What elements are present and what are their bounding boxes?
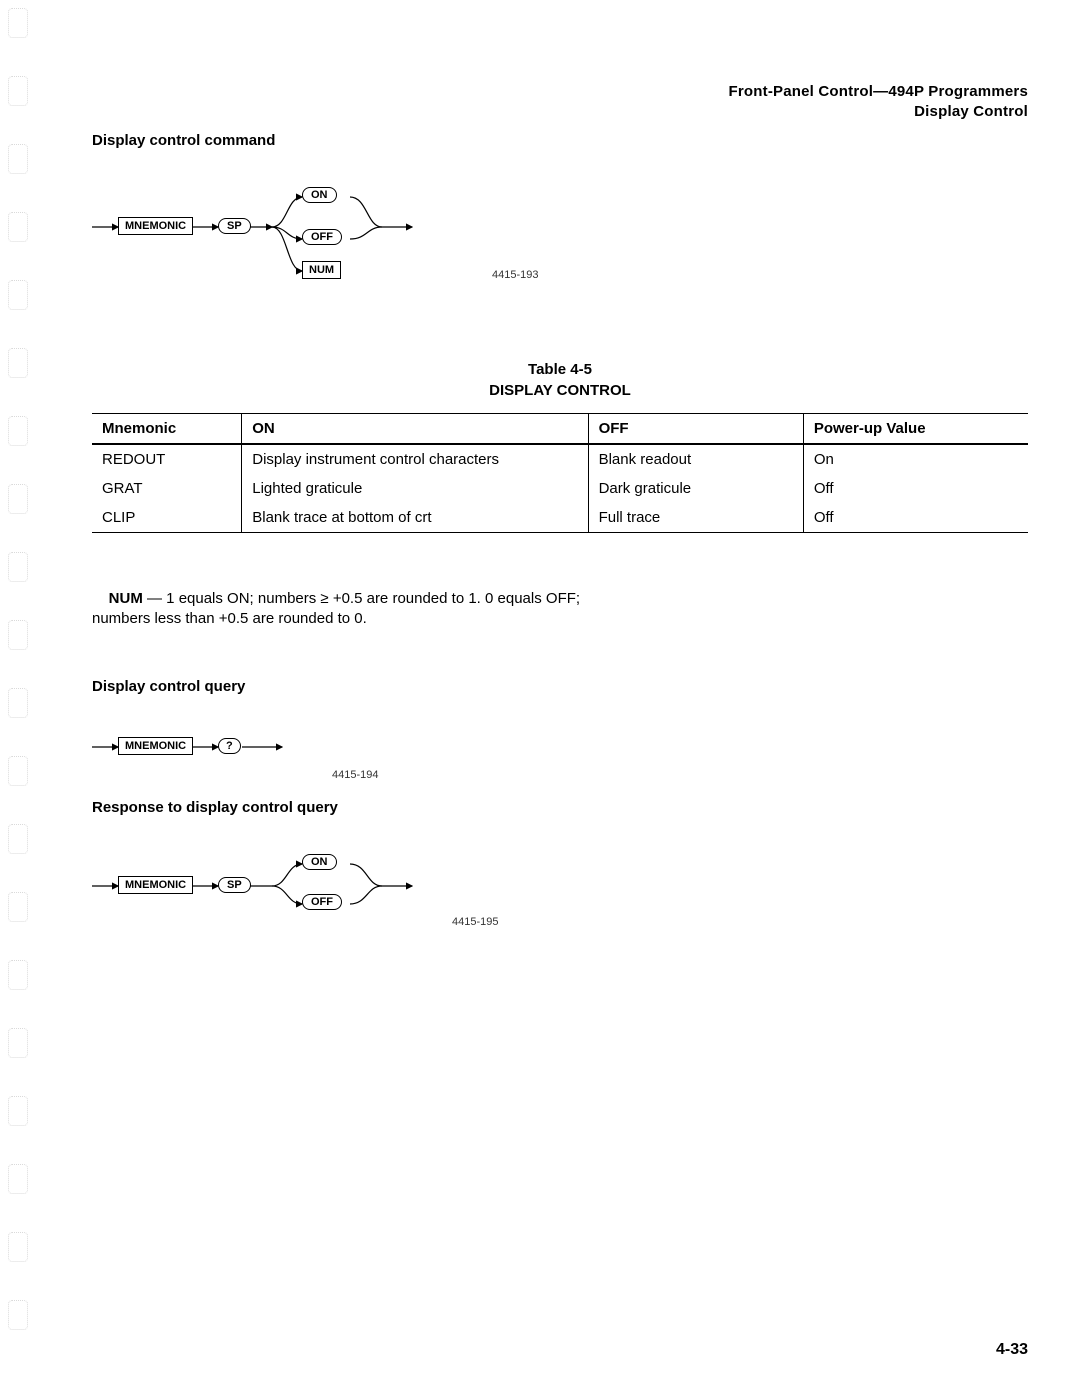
- th-mnemonic: Mnemonic: [92, 414, 242, 445]
- num-label: NUM: [109, 590, 143, 607]
- page-header: Front-Panel Control—494P Programmers Dis…: [729, 82, 1029, 121]
- num-text: — 1 equals ON; numbers ≥ +0.5 are rounde…: [92, 590, 580, 627]
- syntax-diagram-query: MNEMONIC ? 4415-194: [92, 725, 442, 785]
- syntax-diagram-command: MNEMONIC SP ON OFF NUM 4415-193: [92, 179, 612, 299]
- syntax-diagram-response: MNEMONIC SP ON OFF 4415-195: [92, 846, 612, 936]
- question-node: ?: [218, 738, 241, 754]
- table-row: CLIP Blank trace at bottom of crt Full t…: [92, 503, 1028, 533]
- num-node: NUM: [302, 261, 341, 279]
- cell: Full trace: [588, 503, 803, 533]
- page-number: 4-33: [996, 1341, 1028, 1359]
- figure-number: 4415-193: [492, 269, 539, 281]
- section-title-query: Display control query: [92, 678, 1028, 695]
- cell: REDOUT: [92, 444, 242, 474]
- cell: GRAT: [92, 474, 242, 503]
- page-content: Front-Panel Control—494P Programmers Dis…: [92, 82, 1028, 1359]
- cell: Off: [803, 474, 1028, 503]
- cell: Off: [803, 503, 1028, 533]
- sp-node: SP: [218, 218, 251, 234]
- sp-node: SP: [218, 877, 251, 893]
- header-line2: Display Control: [729, 102, 1029, 122]
- th-on: ON: [242, 414, 588, 445]
- th-off: OFF: [588, 414, 803, 445]
- header-line1: Front-Panel Control—494P Programmers: [729, 82, 1029, 102]
- cell: Blank readout: [588, 444, 803, 474]
- table-caption-line1: Table 4-5: [92, 359, 1028, 380]
- section-title-command: Display control command: [92, 132, 1028, 149]
- cell: Lighted graticule: [242, 474, 588, 503]
- mnemonic-box: MNEMONIC: [118, 876, 193, 894]
- cell: Dark graticule: [588, 474, 803, 503]
- figure-number: 4415-195: [452, 916, 499, 928]
- cell: Display instrument control characters: [242, 444, 588, 474]
- cell: On: [803, 444, 1028, 474]
- table-row: REDOUT Display instrument control charac…: [92, 444, 1028, 474]
- table-caption: Table 4-5 DISPLAY CONTROL: [92, 359, 1028, 401]
- off-node: OFF: [302, 894, 342, 910]
- diagram-wires: [92, 179, 612, 299]
- section-title-response: Response to display control query: [92, 799, 1028, 816]
- mnemonic-box: MNEMONIC: [118, 737, 193, 755]
- table-header-row: Mnemonic ON OFF Power-up Value: [92, 414, 1028, 445]
- th-powerup: Power-up Value: [803, 414, 1028, 445]
- table-caption-line2: DISPLAY CONTROL: [92, 380, 1028, 401]
- on-node: ON: [302, 854, 337, 870]
- cell: Blank trace at bottom of crt: [242, 503, 588, 533]
- diagram-wires: [92, 725, 442, 785]
- spiral-binding: [8, 0, 40, 1399]
- off-node: OFF: [302, 229, 342, 245]
- display-control-table: Mnemonic ON OFF Power-up Value REDOUT Di…: [92, 413, 1028, 533]
- table-row: GRAT Lighted graticule Dark graticule Of…: [92, 474, 1028, 503]
- figure-number: 4415-194: [332, 769, 379, 781]
- on-node: ON: [302, 187, 337, 203]
- num-note-paragraph: NUM — 1 equals ON; numbers ≥ +0.5 are ro…: [92, 589, 612, 630]
- mnemonic-box: MNEMONIC: [118, 217, 193, 235]
- cell: CLIP: [92, 503, 242, 533]
